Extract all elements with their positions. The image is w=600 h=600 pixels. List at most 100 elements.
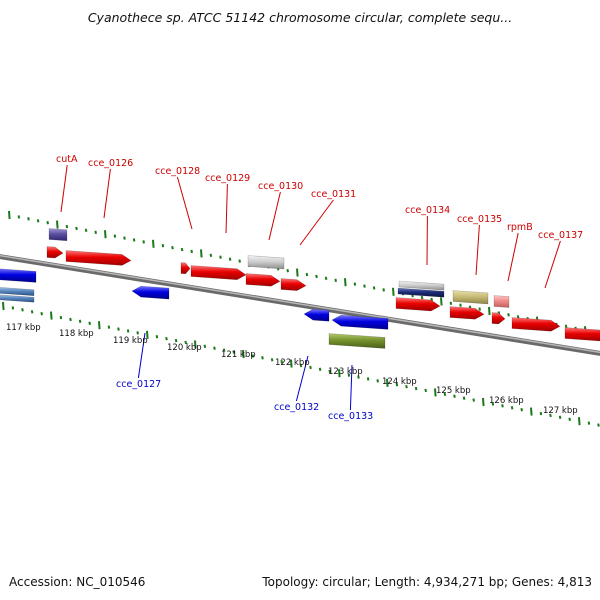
label-leader-line <box>103 168 111 219</box>
tick-mark-lower <box>21 308 24 312</box>
gene-label-cce-0126[interactable]: cce_0126 <box>88 158 133 169</box>
gene-arrow-cce-0130[interactable] <box>245 273 281 287</box>
gene-arrow-cce-0132[interactable] <box>303 308 330 322</box>
gene-box-cce-0134-feature-b[interactable] <box>397 287 445 298</box>
tick-mark-lower <box>174 338 178 343</box>
tick-mark-lower <box>136 331 139 335</box>
tick-mark-lower <box>539 411 543 416</box>
gene-arrow-cce-0137[interactable] <box>511 317 561 332</box>
tick-mark-lower <box>462 396 466 400</box>
tick-mark-upper <box>209 253 213 258</box>
tick-mark-lower <box>194 340 197 349</box>
gene-arrow-cce-0133[interactable] <box>331 314 389 330</box>
tick-mark-upper <box>449 301 453 306</box>
gene-box-cce-0133-feature[interactable] <box>328 333 386 349</box>
label-leader-line <box>507 232 519 282</box>
gene-arrow-cutA[interactable] <box>46 246 64 259</box>
gene-box-cce-0135-feature[interactable] <box>452 290 489 305</box>
gene-label-cce-0135[interactable]: cce_0135 <box>457 214 502 225</box>
tick-mark-upper <box>430 297 433 302</box>
tick-mark-lower <box>126 329 130 333</box>
gene-arrow-offscreen[interactable] <box>564 327 600 342</box>
label-leader-line <box>60 164 68 213</box>
gene-labels: cutA cce_0126 cce_0128 cce_0129 cce_0130 cce_… <box>56 154 583 422</box>
gene-box-offscreen-a[interactable] <box>0 287 35 297</box>
upper-tick-track <box>8 210 597 335</box>
tick-mark-lower <box>280 359 283 364</box>
gene-arrow-cce-0134[interactable] <box>395 297 441 312</box>
tick-mark-upper <box>46 220 49 225</box>
gene-label-cce-0129[interactable]: cce_0129 <box>205 173 250 184</box>
tick-mark-lower <box>69 317 72 322</box>
gene-box-cutA-feature[interactable] <box>48 228 68 242</box>
gene-arrow-rpmB[interactable] <box>491 312 506 325</box>
gene-box-cce-0130-feature[interactable] <box>247 255 285 270</box>
topology-summary: Topology: circular; Length: 4,934,271 bp… <box>262 575 592 589</box>
gene-box-cce-0134-feature[interactable] <box>398 280 445 291</box>
label-leader-line <box>176 176 193 230</box>
tick-mark-lower <box>328 369 331 373</box>
gene-arrow-cce-0131[interactable] <box>280 278 307 291</box>
gene-label-cce-0131[interactable]: cce_0131 <box>311 189 356 200</box>
accession-text: Accession: NC_010546 <box>9 575 146 589</box>
gene-label-cce-0133[interactable]: cce_0133 <box>328 411 373 422</box>
tick-mark-lower <box>88 321 91 325</box>
tick-mark-upper <box>8 210 11 220</box>
tick-mark-lower <box>203 344 207 349</box>
tick-mark-lower <box>395 383 399 387</box>
tick-mark-lower <box>11 306 15 310</box>
tick-mark-lower <box>558 415 562 420</box>
gene-label-cce-0128[interactable]: cce_0128 <box>155 166 200 177</box>
tick-mark-lower <box>443 392 447 397</box>
gene-arrow-cce-0129[interactable] <box>190 265 247 281</box>
tick-mark-lower <box>597 423 600 427</box>
gene-arrow-cce-0128[interactable] <box>180 262 191 275</box>
tick-mark-upper <box>507 313 510 317</box>
tick-mark-lower <box>357 375 360 379</box>
tick-mark-upper <box>94 230 97 234</box>
label-leader-line <box>225 183 228 234</box>
tick-mark-lower <box>578 417 581 426</box>
tick-mark-lower <box>261 356 264 360</box>
tick-mark-upper <box>286 268 289 273</box>
kbp-scale-labels: 117 kbp 118 kbp 119 kbp 120 kbp 121 kbp 122 k… <box>6 323 578 416</box>
gene-label-cce-0132[interactable]: cce_0132 <box>274 402 319 413</box>
tick-mark-lower <box>78 319 82 324</box>
tick-mark-lower <box>146 330 149 339</box>
tick-mark-lower <box>155 335 159 339</box>
tick-mark-upper <box>516 315 520 319</box>
tick-mark-upper <box>75 226 78 231</box>
gene-box-offscreen-b[interactable] <box>0 294 35 303</box>
backbone-line <box>0 254 600 356</box>
tick-mark-upper <box>113 234 117 238</box>
tick-mark-upper <box>305 272 309 277</box>
gene-arrow-cce-0127[interactable] <box>131 285 170 300</box>
gene-arrow-cce-0135[interactable] <box>449 306 485 320</box>
gene-label-cce-0134[interactable]: cce_0134 <box>405 205 450 216</box>
gene-label-cce-0130[interactable]: cce_0130 <box>258 181 303 192</box>
gene-label-cuta[interactable]: cutA <box>56 154 78 165</box>
kbp-label: 126 kbp <box>489 396 524 406</box>
tick-mark-upper <box>420 295 424 300</box>
tick-mark-lower <box>482 397 485 407</box>
tick-mark-upper <box>315 274 318 279</box>
label-leader-line <box>295 355 309 402</box>
tick-mark-lower <box>318 367 322 372</box>
tick-mark-lower <box>338 369 341 378</box>
chromosome-backbone <box>0 254 600 356</box>
gene-arrow-cce-0126[interactable] <box>65 250 132 266</box>
tick-mark-upper <box>84 228 88 233</box>
gene-label-rpmb[interactable]: rpmB <box>507 222 533 233</box>
tick-mark-lower <box>184 340 187 345</box>
gene-arrow-offscreen-reverse[interactable] <box>0 268 37 283</box>
gene-label-cce-0137[interactable]: cce_0137 <box>538 230 583 241</box>
tick-mark-lower <box>2 301 5 311</box>
tick-mark-lower <box>40 311 43 316</box>
tick-mark-lower <box>242 349 245 359</box>
gene-label-cce-0127[interactable]: cce_0127 <box>116 379 161 390</box>
tick-mark-lower <box>549 413 552 418</box>
kbp-label: 127 kbp <box>543 406 578 416</box>
tick-mark-upper <box>488 306 491 316</box>
gene-box-rpmB-feature[interactable] <box>493 295 510 308</box>
